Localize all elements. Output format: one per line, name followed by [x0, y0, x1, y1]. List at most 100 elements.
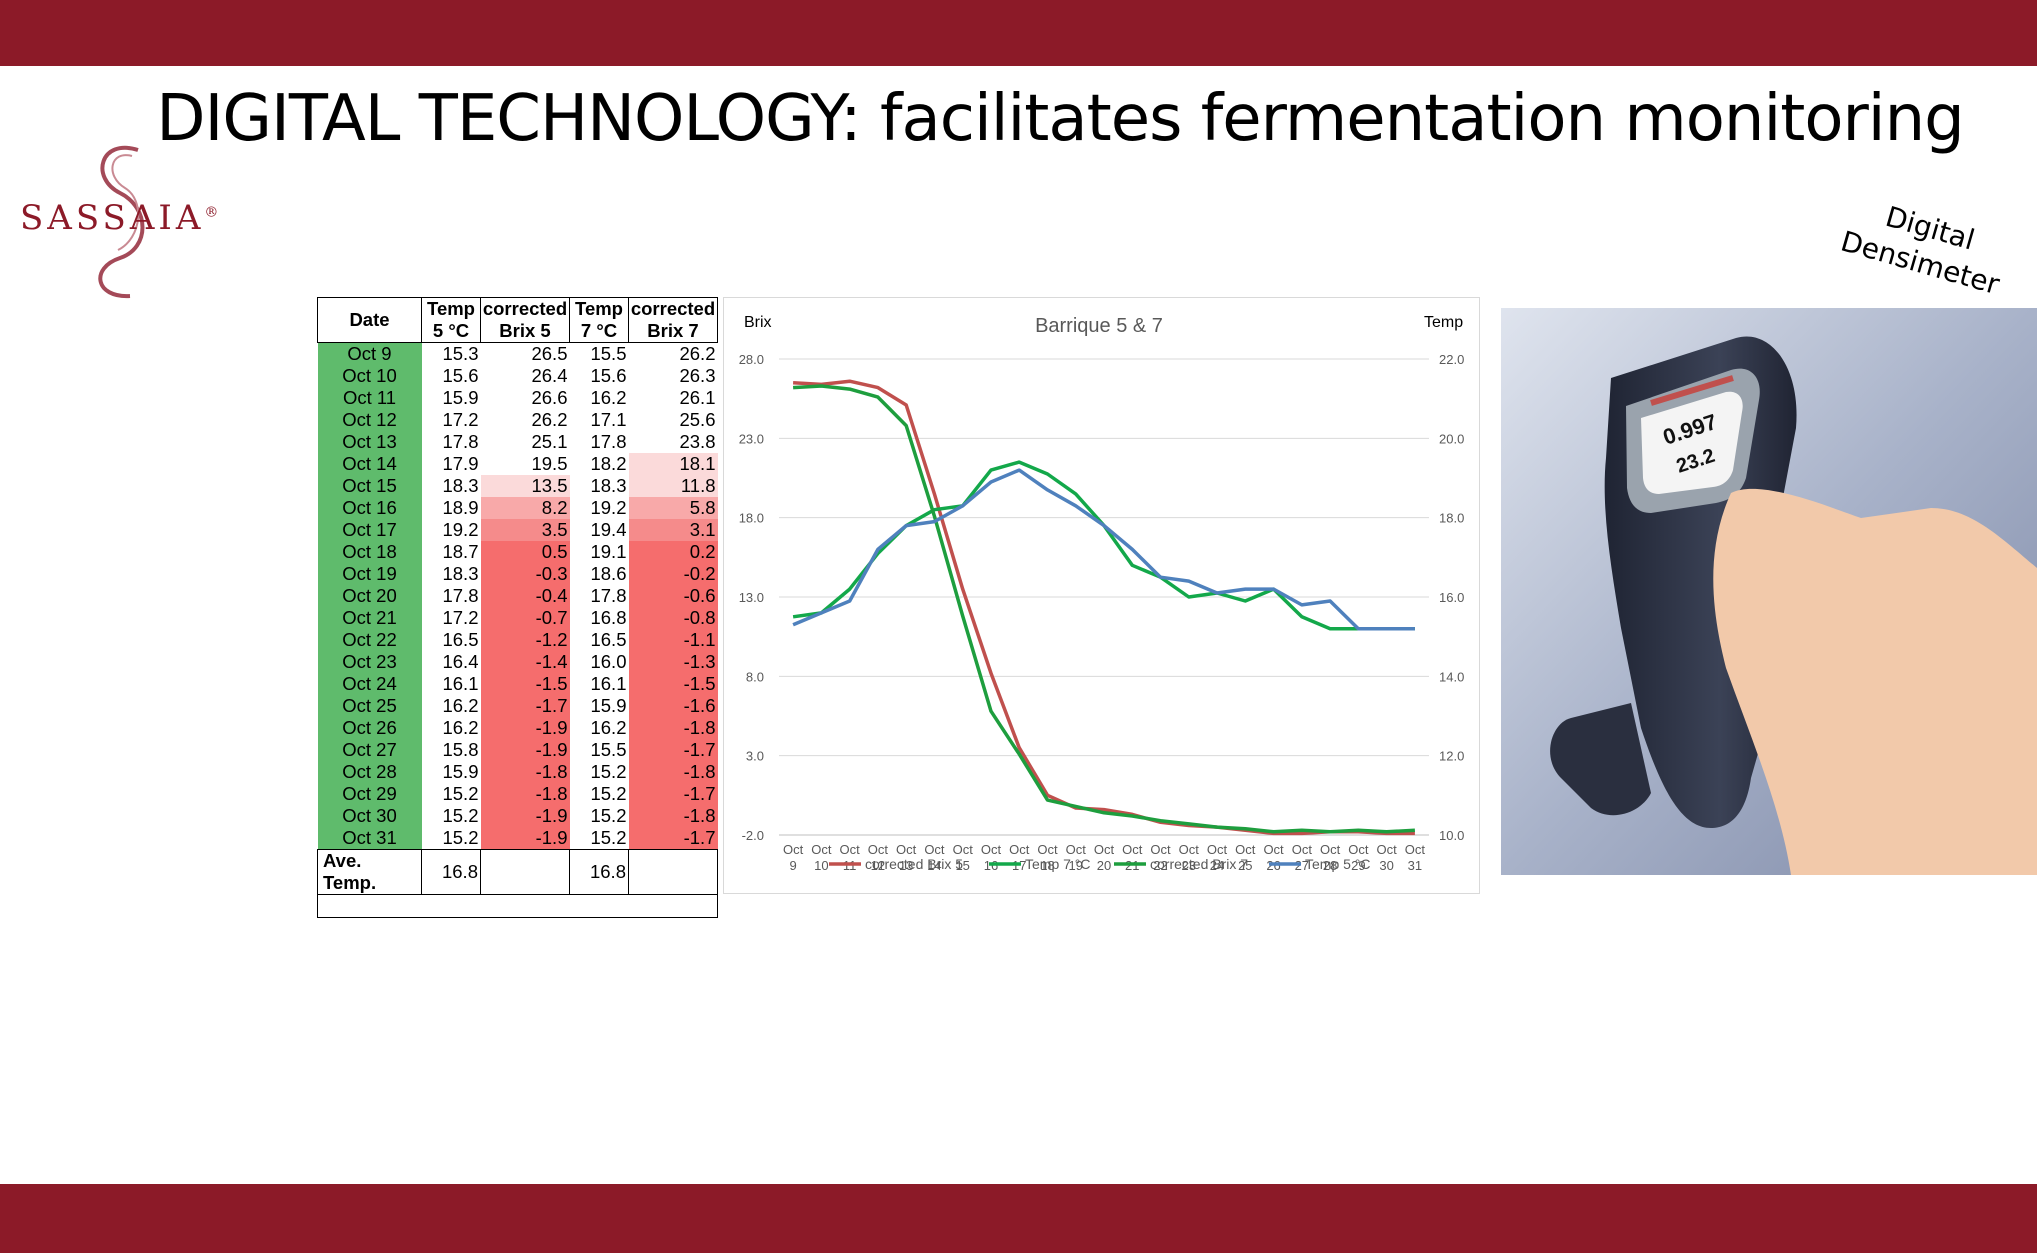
device-caption: Digital Densimeter — [1833, 188, 2016, 304]
cell-temp7: 17.1 — [569, 409, 629, 431]
cell-brix5: 26.6 — [480, 387, 570, 409]
cell-temp5: 15.6 — [421, 365, 481, 387]
table-row: Oct 29 15.2 -1.8 15.2 -1.7 — [317, 783, 718, 805]
cell-temp5: 15.9 — [421, 387, 481, 409]
blank-cell — [317, 894, 718, 918]
cell-brix7: -1.6 — [628, 695, 718, 717]
cell-date: Oct 23 — [317, 651, 422, 673]
x-tick-label: Oct 23 — [1179, 842, 1200, 873]
table-row: Oct 24 16.1 -1.5 16.1 -1.5 — [317, 673, 718, 695]
cell-temp7: 17.8 — [569, 431, 629, 453]
cell-temp5: 16.5 — [421, 629, 481, 651]
device-sample-tube — [1550, 703, 1651, 816]
y2-tick-label: 16.0 — [1439, 590, 1464, 605]
cell-date: Oct 19 — [317, 563, 422, 585]
table-row: Oct 30 15.2 -1.9 15.2 -1.8 — [317, 805, 718, 827]
cell-temp5: 16.2 — [421, 717, 481, 739]
cell-brix7: -1.8 — [628, 761, 718, 783]
cell-brix5: -1.5 — [480, 673, 570, 695]
table-body: Oct 9 15.3 26.5 15.5 26.2 Oct 10 15.6 26.4 15.6 2… — [317, 342, 718, 850]
table-row: Oct 19 18.3 -0.3 18.6 -0.2 — [317, 563, 718, 585]
average-temp7: 16.8 — [569, 849, 629, 895]
cell-brix5: -0.7 — [480, 607, 570, 629]
logo-wordmark: SASSAIA® — [20, 198, 220, 238]
cell-brix7: -1.8 — [628, 805, 718, 827]
cell-brix5: -1.2 — [480, 629, 570, 651]
cell-temp7: 16.2 — [569, 387, 629, 409]
cell-temp5: 18.9 — [421, 497, 481, 519]
table-row: Oct 17 19.2 3.5 19.4 3.1 — [317, 519, 718, 541]
cell-brix7: 26.2 — [628, 342, 718, 365]
slide-title: DIGITAL TECHNOLOGY: facilitates fermenta… — [156, 82, 1965, 156]
legend-label: corrected Brix 7 — [1150, 856, 1248, 872]
series-line-temp-5-c — [792, 468, 1415, 631]
y-tick-label: 13.0 — [739, 590, 764, 605]
cell-temp7: 15.2 — [569, 805, 629, 827]
header-temp7: Temp 7 °C — [569, 297, 629, 343]
legend-label: Temp 5 °C — [1305, 856, 1371, 872]
chart-legend: corrected Brix 5 Temp 7 °C corrected Brix … — [829, 856, 1371, 872]
cell-temp7: 18.3 — [569, 475, 629, 497]
x-tick-label: Oct 15 — [953, 842, 974, 873]
x-tick-label: Oct 20 — [1094, 842, 1115, 873]
cell-temp5: 15.2 — [421, 805, 481, 827]
table-row: Oct 10 15.6 26.4 15.6 26.3 — [317, 365, 718, 387]
x-tick-label: Oct 30 — [1376, 842, 1397, 873]
cell-brix5: 13.5 — [480, 475, 570, 497]
cell-temp5: 17.2 — [421, 409, 481, 431]
legend-label: corrected Brix 5 — [865, 856, 963, 872]
grid-layer — [779, 358, 1429, 836]
cell-temp5: 18.3 — [421, 563, 481, 585]
cell-temp7: 18.2 — [569, 453, 629, 475]
cell-temp7: 15.2 — [569, 783, 629, 805]
cell-date: Oct 26 — [317, 717, 422, 739]
cell-brix7: -1.8 — [628, 717, 718, 739]
cell-temp5: 16.2 — [421, 695, 481, 717]
x-tick-label: Oct 24 — [1207, 842, 1228, 873]
cell-brix5: -1.7 — [480, 695, 570, 717]
y2-tick-label: 14.0 — [1439, 669, 1464, 684]
cell-temp7: 16.5 — [569, 629, 629, 651]
cell-temp7: 15.2 — [569, 761, 629, 783]
cell-date: Oct 18 — [317, 541, 422, 563]
header-date: Date — [317, 297, 422, 343]
y-tick-label: 23.0 — [739, 431, 764, 446]
table-row: Oct 20 17.8 -0.4 17.8 -0.6 — [317, 585, 718, 607]
cell-brix5: -0.3 — [480, 563, 570, 585]
cell-temp5: 18.3 — [421, 475, 481, 497]
cell-temp7: 19.2 — [569, 497, 629, 519]
x-tick-label: Oct 13 — [896, 842, 917, 873]
cell-temp5: 17.2 — [421, 607, 481, 629]
cell-date: Oct 21 — [317, 607, 422, 629]
cell-date: Oct 16 — [317, 497, 422, 519]
cell-temp7: 19.4 — [569, 519, 629, 541]
cell-brix7: -1.3 — [628, 651, 718, 673]
x-tick-label: Oct 14 — [924, 842, 945, 873]
cell-temp7: 15.9 — [569, 695, 629, 717]
x-tick-label: Oct 27 — [1292, 842, 1313, 873]
series-line-corrected-brix-5 — [793, 379, 1415, 836]
cell-temp7: 16.8 — [569, 607, 629, 629]
cell-brix5: 26.2 — [480, 409, 570, 431]
cell-date: Oct 14 — [317, 453, 422, 475]
cell-brix7: 26.1 — [628, 387, 718, 409]
cell-brix5: 0.5 — [480, 541, 570, 563]
cell-temp5: 19.2 — [421, 519, 481, 541]
cell-brix5: 25.1 — [480, 431, 570, 453]
table-header-row: Date Temp 5 °C corrected Brix 5 Temp 7 °… — [317, 297, 718, 343]
header-brix5: corrected Brix 5 — [480, 297, 570, 343]
cell-temp5: 16.1 — [421, 673, 481, 695]
densimeter-image: 0.997 23.2 — [1501, 308, 2037, 875]
table-row: Oct 23 16.4 -1.4 16.0 -1.3 — [317, 651, 718, 673]
y-tick-label: 3.0 — [746, 749, 764, 764]
x-tick-label: Oct 31 — [1405, 842, 1426, 873]
table-row: Oct 25 16.2 -1.7 15.9 -1.6 — [317, 695, 718, 717]
cell-temp7: 15.5 — [569, 739, 629, 761]
top-banner — [0, 0, 2037, 66]
table-row: Oct 14 17.9 19.5 18.2 18.1 — [317, 453, 718, 475]
cell-brix7: 5.8 — [628, 497, 718, 519]
average-row: Ave. Temp. 16.8 16.8 — [317, 849, 718, 895]
screen-header-bar — [1650, 375, 1734, 406]
bottom-banner — [0, 1184, 2037, 1253]
